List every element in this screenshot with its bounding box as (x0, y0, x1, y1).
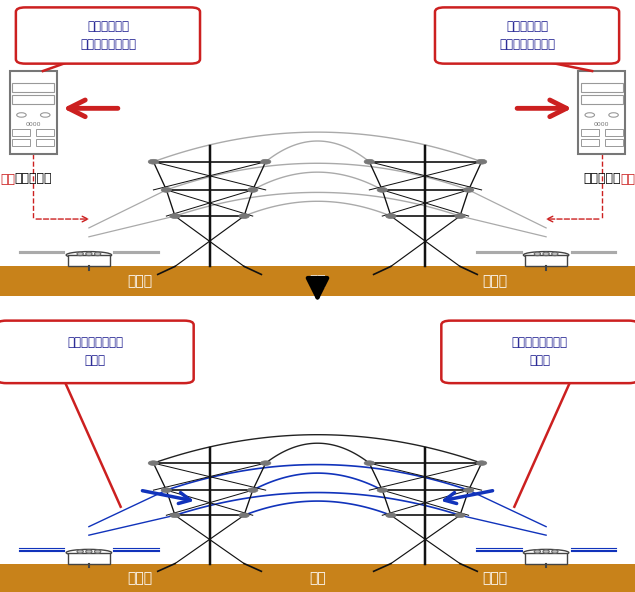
Bar (36, 129, 54, 136)
Bar (525, 255, 567, 266)
Circle shape (609, 112, 618, 117)
Circle shape (455, 513, 465, 517)
Circle shape (239, 513, 250, 517)
Circle shape (260, 461, 271, 465)
Circle shape (364, 461, 375, 465)
Bar (0, 564, 635, 592)
Ellipse shape (77, 252, 83, 256)
Ellipse shape (86, 550, 92, 554)
Ellipse shape (534, 252, 540, 256)
Circle shape (455, 214, 465, 218)
Bar (13, 139, 30, 146)
Bar (578, 71, 625, 154)
Circle shape (41, 112, 50, 117)
FancyBboxPatch shape (0, 321, 194, 383)
Bar (68, 255, 110, 266)
Bar (580, 83, 622, 92)
Text: 電気を安全に
送れることを確認: 電気を安全に 送れることを確認 (499, 20, 555, 51)
Circle shape (248, 188, 258, 192)
Text: 大地: 大地 (309, 274, 326, 288)
Circle shape (161, 488, 171, 493)
Ellipse shape (543, 550, 549, 554)
Text: 遮断器: 遮断器 (127, 274, 152, 288)
Ellipse shape (523, 252, 569, 259)
Ellipse shape (95, 550, 101, 554)
Text: 電気を安全に
送れることを確認: 電気を安全に 送れることを確認 (80, 20, 136, 51)
Text: 遮断器: 遮断器 (127, 571, 152, 585)
Circle shape (464, 188, 474, 192)
Text: 保護リレー: 保護リレー (583, 172, 620, 185)
Ellipse shape (66, 252, 112, 259)
Text: 指令: 指令 (0, 173, 15, 185)
Bar (68, 553, 110, 564)
Bar (525, 553, 567, 564)
Text: 大地: 大地 (309, 571, 326, 585)
FancyBboxPatch shape (441, 321, 635, 383)
Circle shape (385, 513, 396, 517)
Circle shape (148, 159, 159, 164)
Ellipse shape (523, 549, 569, 556)
Bar (10, 71, 57, 154)
Bar (36, 139, 54, 146)
Circle shape (248, 488, 258, 493)
Circle shape (364, 159, 375, 164)
Bar (13, 83, 55, 92)
Bar (13, 95, 55, 104)
Text: 「電気の通り道」
を開通: 「電気の通り道」 を開通 (512, 336, 568, 368)
Bar (580, 95, 622, 104)
Circle shape (161, 188, 171, 192)
Circle shape (385, 214, 396, 218)
Text: 「電気の通り道」
を開通: 「電気の通り道」 を開通 (67, 336, 123, 368)
Ellipse shape (552, 550, 558, 554)
Circle shape (377, 488, 387, 493)
Text: 0000: 0000 (594, 121, 610, 127)
Text: 保護リレー: 保護リレー (15, 172, 52, 185)
Circle shape (239, 214, 250, 218)
Circle shape (476, 461, 487, 465)
Circle shape (170, 214, 180, 218)
Circle shape (148, 461, 159, 465)
Text: 指令: 指令 (620, 173, 635, 185)
Text: 0000: 0000 (25, 121, 41, 127)
FancyBboxPatch shape (435, 7, 619, 63)
Circle shape (377, 188, 387, 192)
Circle shape (476, 159, 487, 164)
Ellipse shape (77, 550, 83, 554)
Ellipse shape (543, 252, 549, 256)
Bar (13, 129, 30, 136)
Ellipse shape (95, 252, 101, 256)
Circle shape (585, 112, 594, 117)
Ellipse shape (552, 252, 558, 256)
Bar (580, 129, 599, 136)
Circle shape (170, 513, 180, 517)
Bar (580, 139, 599, 146)
Bar (0, 266, 635, 296)
Text: 遮断器: 遮断器 (483, 274, 508, 288)
Bar (605, 139, 622, 146)
Ellipse shape (66, 549, 112, 556)
Ellipse shape (86, 252, 92, 256)
Bar (605, 129, 622, 136)
Text: 遮断器: 遮断器 (483, 571, 508, 585)
FancyBboxPatch shape (16, 7, 200, 63)
Circle shape (260, 159, 271, 164)
Ellipse shape (534, 550, 540, 554)
Circle shape (17, 112, 26, 117)
Circle shape (464, 488, 474, 493)
